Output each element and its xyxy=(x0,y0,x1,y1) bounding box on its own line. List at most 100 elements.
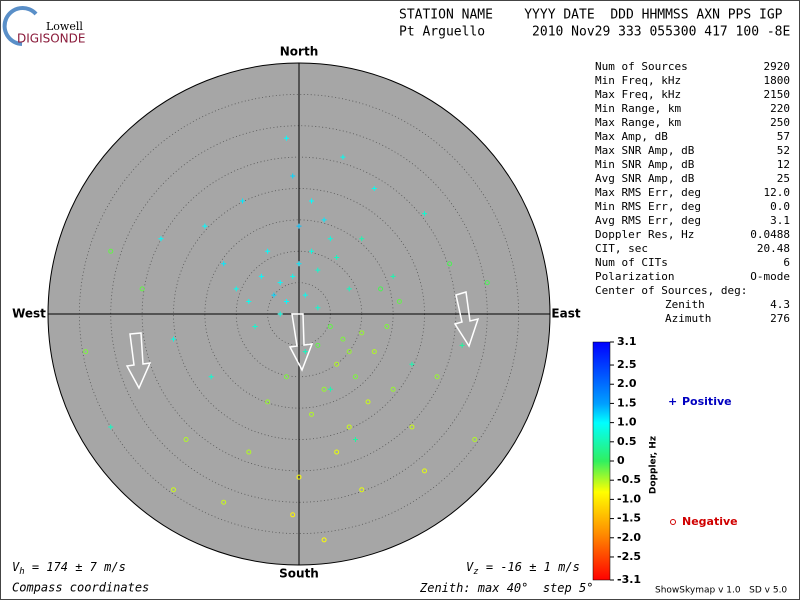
stat-label: Max Range, km xyxy=(595,116,681,129)
positive-source xyxy=(108,424,114,430)
positive-source xyxy=(371,186,377,191)
negative-source xyxy=(409,424,415,430)
zenith-prefix: Zenith: max xyxy=(419,581,507,595)
negative-source xyxy=(321,537,327,543)
positive-source xyxy=(233,286,239,292)
center-azimuth-label: Azimuth xyxy=(665,312,711,325)
negative-source xyxy=(171,487,176,493)
negative-source xyxy=(321,386,327,392)
colorbar-tick-label: -2.5 xyxy=(617,550,641,563)
negative-source xyxy=(390,386,396,392)
positive-source xyxy=(290,273,296,279)
velocity-arrows xyxy=(125,291,480,390)
colorbar xyxy=(592,341,611,581)
stat-label: Max RMS Err, deg xyxy=(595,186,701,199)
colorbar-tick-label: -1.5 xyxy=(617,512,641,525)
colorbar-tick-label: -0.5 xyxy=(617,473,641,486)
stat-value: 0.0488 xyxy=(750,228,790,241)
colorbar-title: Doppler, Hz xyxy=(649,436,659,494)
negative-source xyxy=(183,437,189,442)
center-zenith-label: Zenith xyxy=(665,298,705,311)
positive-source xyxy=(283,298,289,304)
stat-value: 20.48 xyxy=(757,242,790,255)
positive-source xyxy=(277,311,283,317)
colorbar-tick-label: -2.0 xyxy=(617,531,641,544)
negative-source xyxy=(352,374,358,380)
negative-source xyxy=(384,324,390,330)
positive-source xyxy=(327,236,333,242)
stat-label: CIT, sec xyxy=(595,242,648,255)
positive-source xyxy=(283,135,289,141)
colorbar-tick-label: 1.0 xyxy=(617,416,637,429)
horizontal-velocity: Vh = 174 ± 7 m/s xyxy=(12,560,126,577)
positive-source xyxy=(265,248,271,254)
stat-label: Max SNR Amp, dB xyxy=(595,144,695,157)
legend-negative-symbol xyxy=(670,519,676,525)
positive-source xyxy=(409,361,415,367)
positive-source xyxy=(327,386,333,392)
zenith-suffix: ° xyxy=(586,581,593,595)
positive-source xyxy=(208,374,214,380)
positive-source xyxy=(202,223,208,229)
negative-source xyxy=(265,399,271,405)
vz-sub: z xyxy=(473,567,478,577)
positive-source xyxy=(315,267,321,273)
positive-source xyxy=(296,261,302,267)
positive-source xyxy=(459,342,465,348)
positive-source xyxy=(158,236,164,242)
stat-value: 0.0 xyxy=(770,200,790,213)
stat-label: Avg RMS Err, deg xyxy=(595,214,701,227)
negative-source xyxy=(359,330,365,336)
header-labels: STATION NAME YYYY DATE DDD HHMMSS AXN PP… xyxy=(399,8,783,23)
colorbar-tick-label: 0 xyxy=(617,454,625,467)
stat-label: Max Amp, dB xyxy=(595,130,668,143)
colorbar-tick-label: -1.0 xyxy=(617,492,641,505)
stat-value: 6 xyxy=(783,256,790,269)
positive-source xyxy=(334,255,340,261)
positive-source xyxy=(340,154,346,160)
center-label: Center of Sources, deg: xyxy=(595,284,747,297)
positive-source xyxy=(271,292,277,298)
stat-label: Min RMS Err, deg xyxy=(595,200,701,213)
negative-source xyxy=(290,512,296,518)
logo-bottom: DIGISONDE xyxy=(17,32,85,46)
negative-source xyxy=(246,449,252,455)
positive-source xyxy=(309,248,315,254)
colorbar-tick-label: 1.5 xyxy=(617,396,637,409)
positive-source xyxy=(277,280,283,286)
negative-source xyxy=(346,424,352,430)
stat-value: O-mode xyxy=(750,270,790,283)
header-values: Pt Arguello 2010 Nov29 333 055300 417 10… xyxy=(399,25,790,40)
stat-value: 12 xyxy=(777,158,790,171)
positive-source xyxy=(321,217,327,223)
negative-source xyxy=(340,336,346,342)
negative-source xyxy=(327,324,333,330)
coords-note: Compass coordinates xyxy=(12,581,149,595)
negative-source xyxy=(296,474,302,480)
version: ShowSkymap v 1.0 SD v 5.0 xyxy=(655,586,787,596)
positive-source xyxy=(221,261,227,267)
negative-source xyxy=(434,374,440,380)
negative-source xyxy=(315,342,321,348)
stat-value: 2920 xyxy=(764,60,791,73)
stat-label: Num of Sources xyxy=(595,60,688,73)
positive-source xyxy=(171,336,176,342)
colorbar-tick-label: 2.5 xyxy=(617,358,637,371)
negative-source xyxy=(139,286,145,292)
negative-source xyxy=(83,349,89,355)
negative-source xyxy=(396,298,402,304)
positive-source xyxy=(359,236,365,242)
compass-west: West xyxy=(12,307,46,321)
stat-value: 3.1 xyxy=(770,214,790,227)
stat-label: Avg SNR Amp, dB xyxy=(595,172,695,185)
negative-source xyxy=(472,437,478,442)
negative-source xyxy=(371,349,377,355)
negative-source xyxy=(422,468,427,474)
positive-source xyxy=(390,273,396,279)
compass-south: South xyxy=(279,567,319,581)
stat-label: Num of CITs xyxy=(595,256,668,269)
negative-source xyxy=(378,286,384,292)
vh-text: = 174 ± 7 m/s xyxy=(25,560,126,574)
zenith-max: 40 xyxy=(507,581,521,595)
stat-value: 52 xyxy=(777,144,790,157)
